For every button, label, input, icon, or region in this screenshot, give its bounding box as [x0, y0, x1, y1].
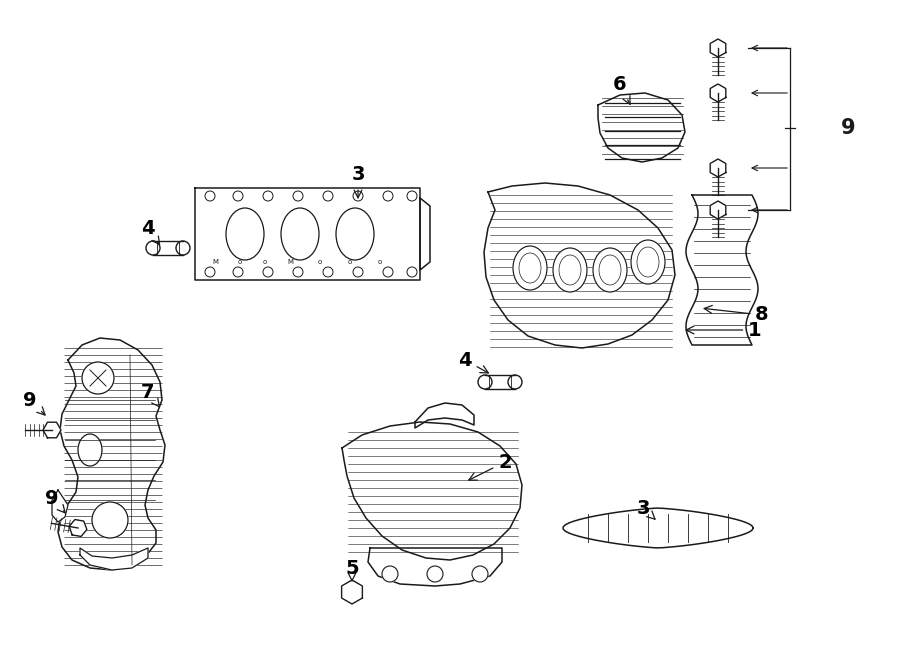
Text: 4: 4	[141, 219, 159, 245]
Circle shape	[407, 267, 417, 277]
Circle shape	[176, 241, 190, 255]
FancyBboxPatch shape	[485, 375, 515, 389]
Circle shape	[427, 566, 443, 582]
Circle shape	[383, 191, 393, 201]
Text: 3: 3	[636, 498, 655, 520]
Circle shape	[233, 191, 243, 201]
Polygon shape	[43, 422, 61, 438]
Circle shape	[323, 267, 333, 277]
Polygon shape	[563, 508, 753, 548]
Polygon shape	[58, 338, 165, 570]
Circle shape	[263, 191, 273, 201]
Polygon shape	[710, 39, 725, 57]
Circle shape	[353, 267, 363, 277]
Ellipse shape	[553, 248, 587, 292]
Text: 8: 8	[704, 305, 769, 325]
Circle shape	[407, 191, 417, 201]
Circle shape	[263, 267, 273, 277]
Text: o: o	[378, 259, 382, 265]
Circle shape	[353, 191, 363, 201]
Text: 5: 5	[346, 559, 359, 581]
Ellipse shape	[281, 208, 319, 260]
Circle shape	[323, 191, 333, 201]
Text: M: M	[212, 259, 218, 265]
Ellipse shape	[513, 246, 547, 290]
Polygon shape	[484, 183, 675, 348]
Polygon shape	[710, 159, 725, 177]
Circle shape	[205, 267, 215, 277]
Polygon shape	[420, 198, 430, 270]
Polygon shape	[598, 93, 685, 162]
Polygon shape	[415, 403, 474, 428]
Text: 9: 9	[45, 488, 65, 513]
Polygon shape	[69, 520, 87, 537]
Circle shape	[82, 362, 114, 394]
FancyBboxPatch shape	[153, 241, 183, 255]
Text: o: o	[263, 259, 267, 265]
Ellipse shape	[631, 240, 665, 284]
Text: 9: 9	[841, 118, 855, 138]
Circle shape	[293, 267, 303, 277]
Circle shape	[92, 502, 128, 538]
Circle shape	[478, 375, 492, 389]
Text: 7: 7	[141, 383, 159, 407]
Circle shape	[508, 375, 522, 389]
Text: 3: 3	[351, 165, 364, 198]
Polygon shape	[52, 490, 68, 522]
Text: 2: 2	[469, 453, 512, 480]
Polygon shape	[710, 201, 725, 219]
Circle shape	[205, 191, 215, 201]
Ellipse shape	[336, 208, 374, 260]
Ellipse shape	[226, 208, 264, 260]
Ellipse shape	[78, 434, 102, 466]
Polygon shape	[342, 422, 522, 560]
Circle shape	[383, 267, 393, 277]
Text: M: M	[287, 259, 293, 265]
Polygon shape	[710, 84, 725, 102]
Text: o: o	[318, 259, 322, 265]
Circle shape	[472, 566, 488, 582]
Text: 1: 1	[686, 321, 761, 340]
Text: o: o	[348, 259, 352, 265]
Text: 9: 9	[23, 391, 45, 415]
Polygon shape	[686, 195, 758, 345]
Circle shape	[146, 241, 160, 255]
Text: 6: 6	[613, 75, 630, 104]
Circle shape	[293, 191, 303, 201]
Text: 4: 4	[458, 350, 489, 373]
Polygon shape	[368, 548, 502, 586]
Polygon shape	[195, 188, 420, 280]
Ellipse shape	[593, 248, 627, 292]
Polygon shape	[342, 580, 363, 604]
Text: o: o	[238, 259, 242, 265]
Polygon shape	[80, 548, 148, 570]
Circle shape	[233, 267, 243, 277]
Circle shape	[382, 566, 398, 582]
